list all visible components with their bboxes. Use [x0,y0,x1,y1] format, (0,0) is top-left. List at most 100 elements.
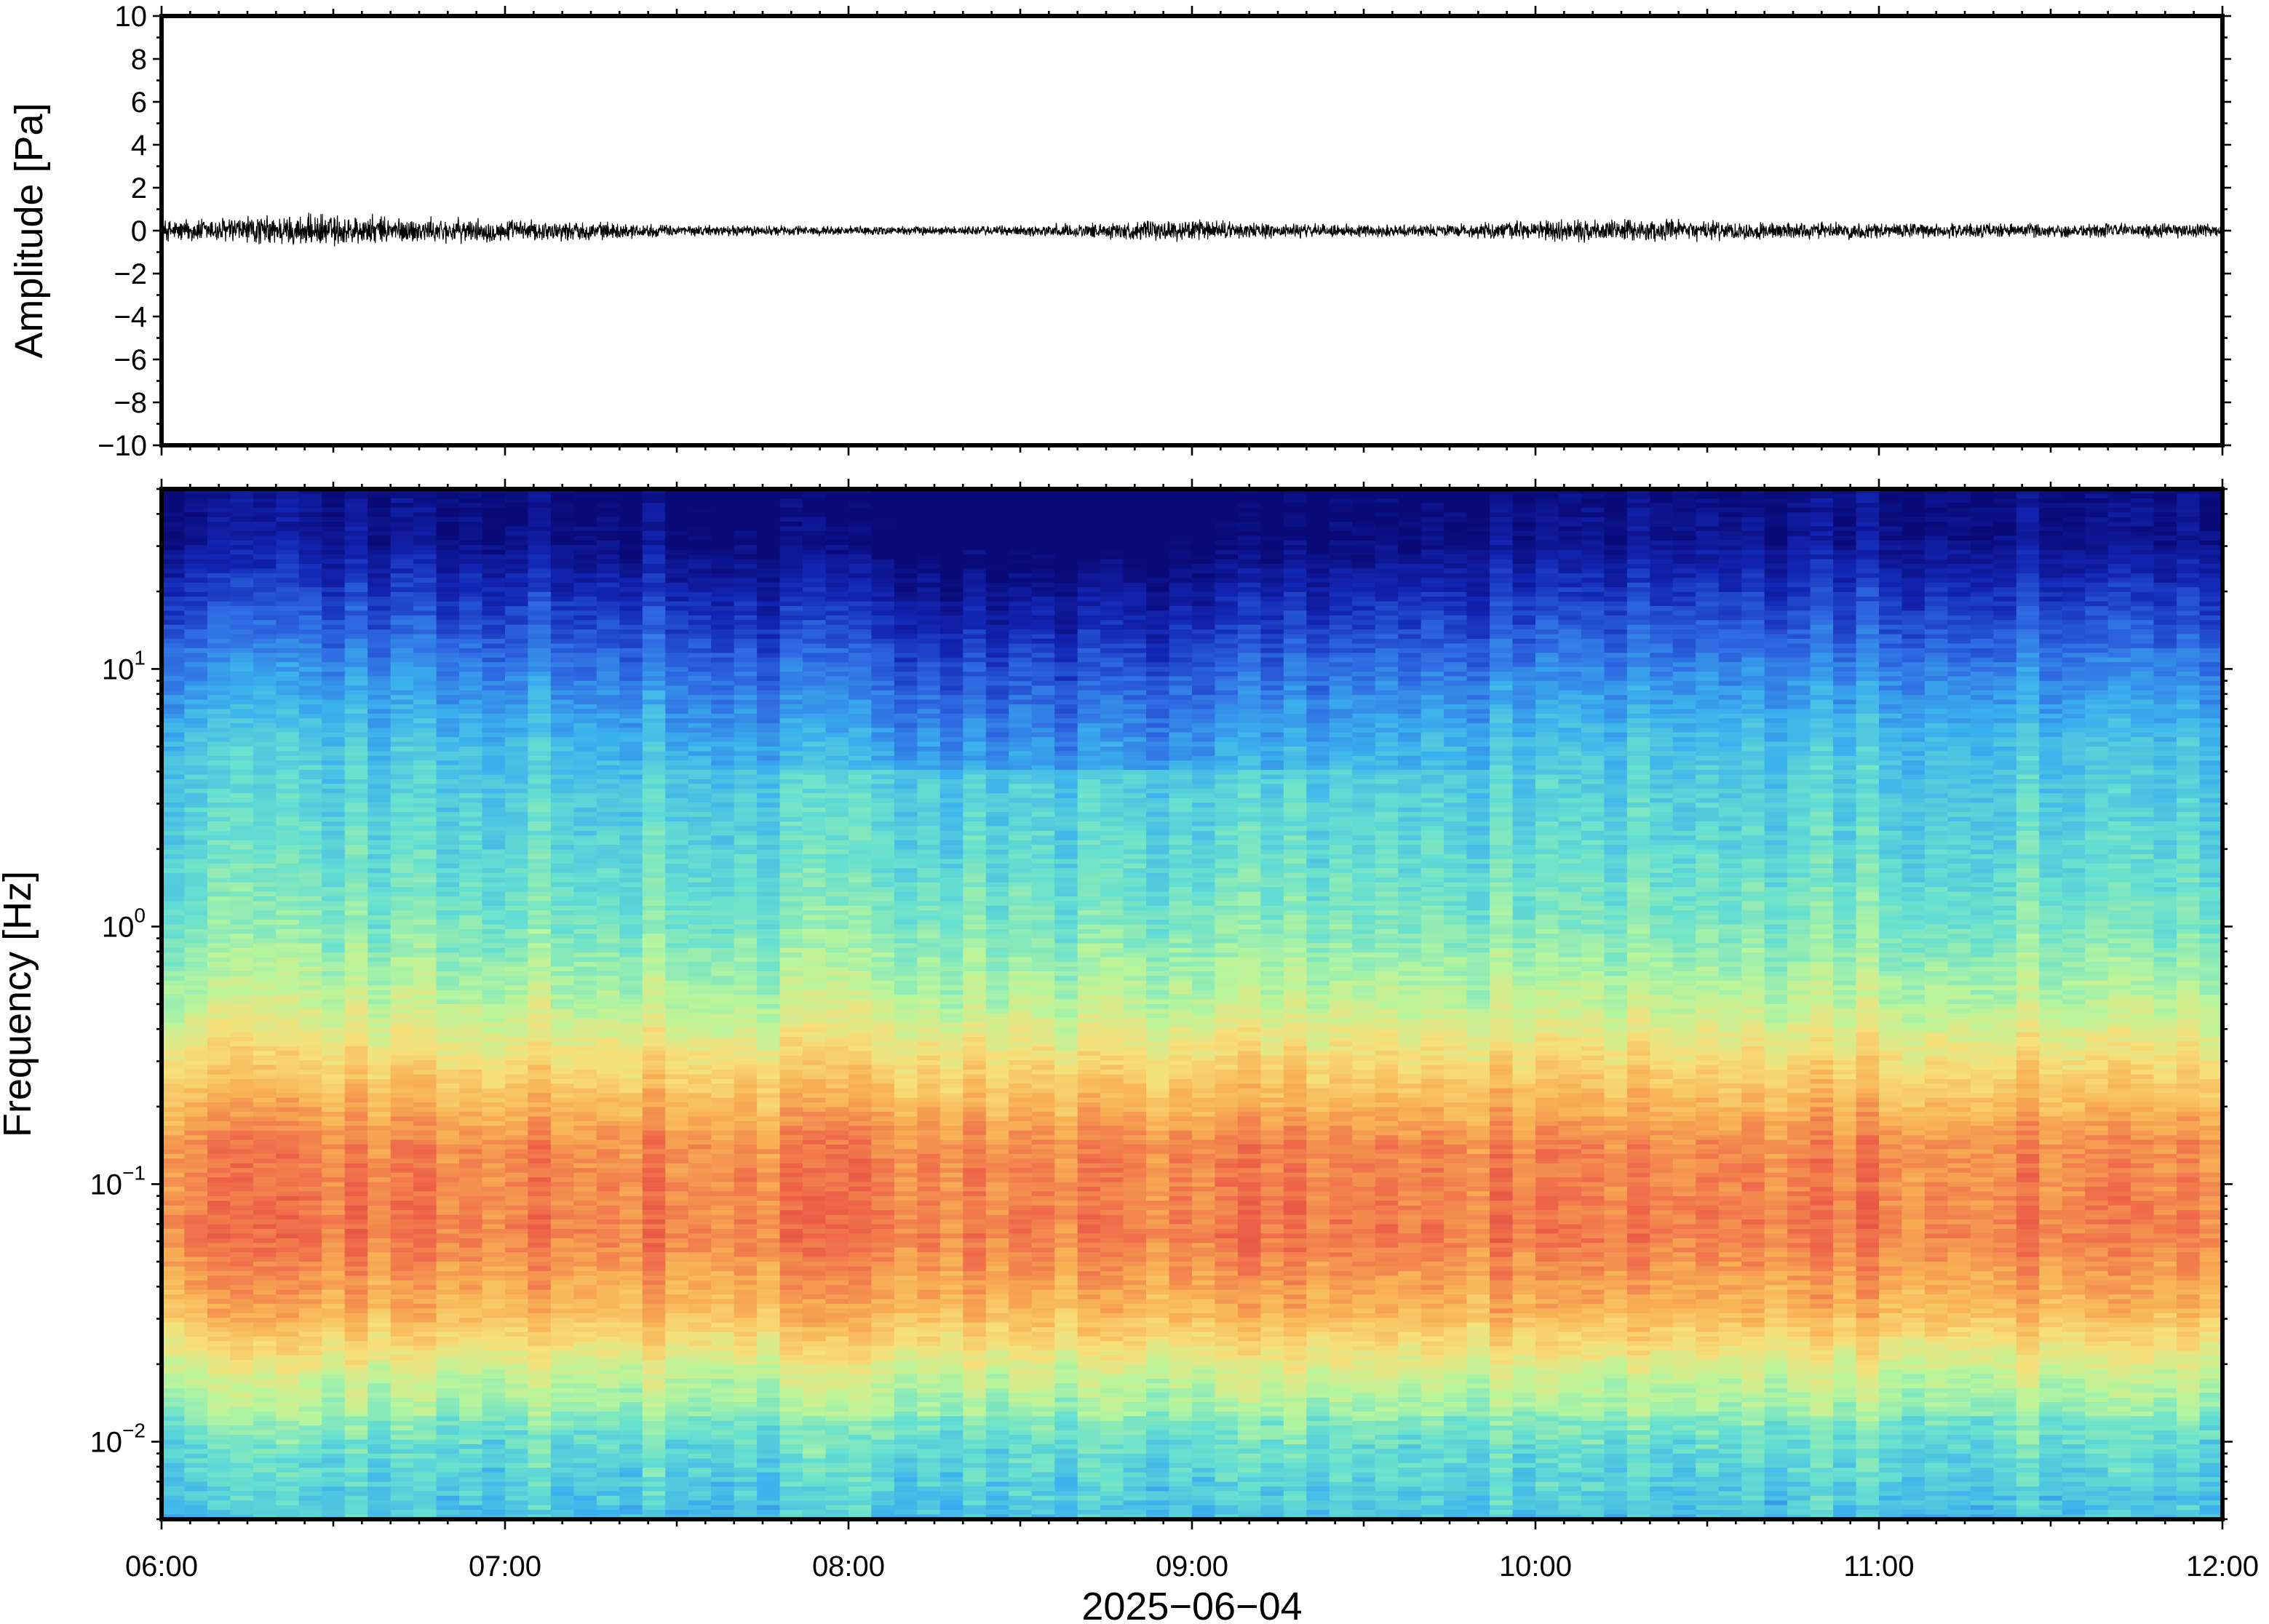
spectrogram-cell [642,605,667,612]
spectrogram-cell [298,1462,323,1468]
spectrogram-cell [344,1397,368,1403]
spectrogram-cell [390,1004,414,1010]
spectrogram-cell [413,680,437,687]
spectrogram-cell [550,620,575,626]
spectrogram-cell [550,966,575,972]
spectrogram-cell [482,863,506,869]
spectrogram-cell [642,573,667,579]
spectrogram-cell [619,1462,643,1468]
spectrogram-cell [322,489,346,495]
spectrogram-cell [459,882,483,888]
spectrogram-cell [482,1149,506,1155]
spectrogram-cell [390,1510,414,1516]
spectrogram-cell [322,620,346,626]
spectrogram-cell [573,1327,597,1333]
spectrogram-cell [390,1444,414,1450]
spectrogram-cell [413,990,437,995]
spectrogram-cell [298,530,323,537]
spectrogram-cell [436,999,460,1005]
spectrogram-cell [505,676,529,682]
spectrogram-cell [276,1425,300,1431]
spectrogram-cell [344,1078,368,1085]
spectrogram-cell [322,597,346,602]
spectrogram-cell [207,718,231,724]
spectrogram-cell [505,1097,529,1103]
spectrogram-cell [298,985,323,991]
spectrogram-cell [344,872,368,879]
spectrogram-cell [367,868,392,874]
spectrogram-cell [322,1191,346,1197]
spectrogram-cell [596,672,621,677]
spectrogram-cell [505,1289,529,1295]
spectrogram-cell [184,615,208,621]
spectrogram-cell [505,1486,529,1492]
spectrogram-cell [642,666,667,672]
spectrogram-cell [276,643,300,649]
spectrogram-cell [253,592,277,597]
spectrogram-cell [505,943,529,949]
spectrogram-cell [482,1383,506,1389]
spectrogram-cell [528,592,552,597]
spectrogram-cell [550,901,575,907]
spectrogram-cell [162,1458,186,1464]
spectrogram-cell [459,597,483,602]
spectrogram-cell [367,1322,392,1328]
spectrogram-cell [276,1238,300,1244]
spectrogram-cell [230,1477,254,1483]
spectrogram-cell [573,807,597,813]
spectrogram-cell [596,1149,621,1155]
spectrogram-cell [528,1411,552,1417]
spectrogram-cell [367,803,392,808]
spectrogram-cell [162,493,186,499]
spectrogram-cell [184,971,208,977]
spectrogram-cell [619,1070,643,1075]
spectrogram-cell [344,507,368,513]
spectrogram-cell [253,568,277,574]
spectrogram-cell [505,859,529,864]
spectrogram-cell [344,503,368,509]
spectrogram-cell [184,1491,208,1497]
spectrogram-cell [482,1163,506,1169]
spectrogram-cell [482,1420,506,1427]
spectrogram-cell [298,624,323,630]
spectrogram-cell [344,672,368,677]
spectrogram-cell [436,793,460,799]
spectrogram-cell [207,1332,231,1337]
spectrogram-cell [298,1078,323,1085]
spectrogram-cell [482,1210,506,1216]
spectrogram-cell [436,690,460,696]
spectrogram-cell [184,1037,208,1043]
spectrogram-cell [367,1430,392,1436]
spectrogram-cell [298,877,323,883]
spectrogram-cell [276,1126,300,1131]
spectrogram-cell [619,1472,643,1478]
spectrogram-cell [184,1112,208,1118]
spectrogram-cell [550,1486,575,1492]
spectrogram-cell [642,1093,667,1099]
spectrogram-cell [253,1004,277,1010]
spectrogram-cell [528,826,552,832]
spectrogram-cell [413,662,437,668]
spectrogram-cell [184,1257,208,1262]
spectrogram-cell [344,793,368,799]
spectrogram-cell [390,1364,414,1370]
spectrogram-cell [322,1332,346,1337]
spectrogram-cell [528,1252,552,1258]
spectrogram-cell [573,1341,597,1347]
spectrogram-cell [390,690,414,696]
spectrogram-cell [436,1046,460,1052]
spectrogram-cell [322,1070,346,1075]
spectrogram-cell [413,666,437,672]
spectrogram-cell [528,868,552,874]
spectrogram-cell [413,1299,437,1305]
spectrogram-cell [550,1468,575,1473]
spectrogram-cell [482,803,506,808]
spectrogram-cell [390,760,414,766]
spectrogram-cell [413,1472,437,1478]
spectrogram-cell [298,840,323,845]
spectrogram-cell [573,718,597,724]
spectrogram-cell [253,999,277,1005]
spectrogram-cell [482,1145,506,1150]
spectrogram-cell [344,1425,368,1431]
spectrogram-cell [276,784,300,789]
